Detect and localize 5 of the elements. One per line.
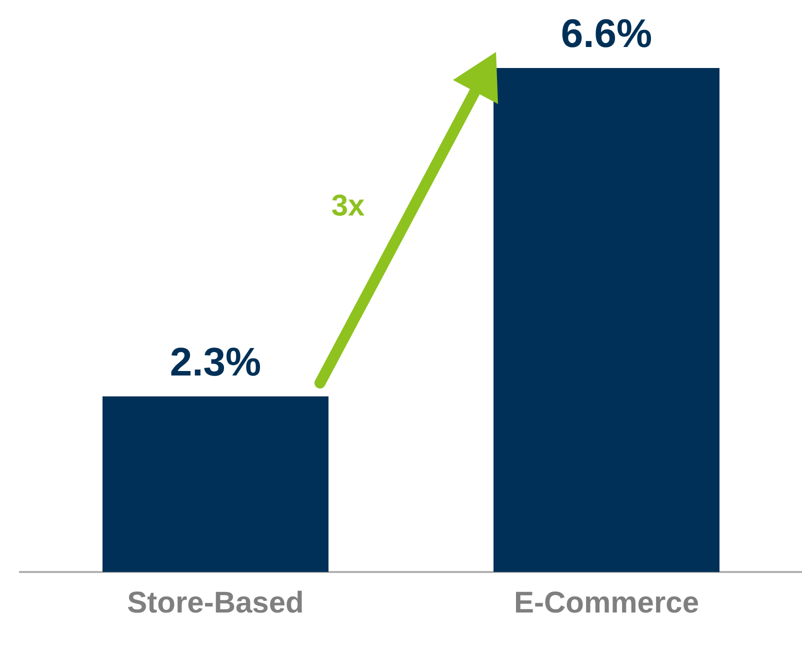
annotation: 3x: [331, 189, 365, 222]
x-tick-label: Store-Based: [127, 586, 304, 620]
data-label: 2.3%: [170, 340, 262, 384]
data-label: 6.6%: [560, 12, 652, 56]
x-tick-label: E-Commerce: [514, 586, 700, 620]
